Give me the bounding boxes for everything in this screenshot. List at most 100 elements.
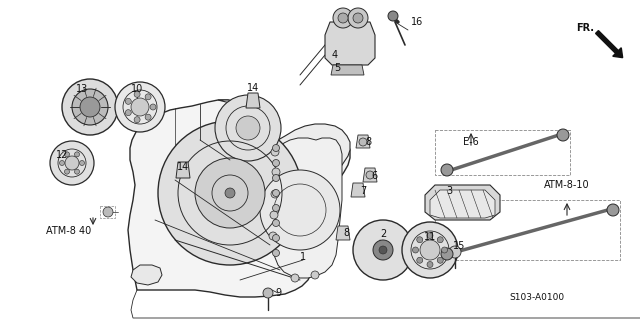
Polygon shape bbox=[131, 265, 162, 285]
Circle shape bbox=[131, 98, 149, 116]
Text: 6: 6 bbox=[371, 171, 377, 181]
Text: 16: 16 bbox=[411, 17, 423, 27]
Circle shape bbox=[441, 248, 453, 260]
Circle shape bbox=[273, 234, 280, 241]
Circle shape bbox=[373, 240, 393, 260]
Circle shape bbox=[74, 169, 79, 174]
Circle shape bbox=[271, 148, 279, 156]
Polygon shape bbox=[272, 138, 342, 278]
Text: 2: 2 bbox=[380, 229, 386, 239]
Circle shape bbox=[273, 174, 280, 182]
Polygon shape bbox=[325, 22, 375, 65]
Polygon shape bbox=[336, 226, 350, 240]
Circle shape bbox=[74, 152, 79, 157]
Circle shape bbox=[291, 274, 299, 282]
Circle shape bbox=[441, 164, 453, 176]
Circle shape bbox=[273, 204, 280, 211]
Circle shape bbox=[50, 141, 94, 185]
Circle shape bbox=[115, 82, 165, 132]
Circle shape bbox=[215, 95, 281, 161]
Circle shape bbox=[273, 249, 280, 256]
Circle shape bbox=[65, 156, 79, 170]
Polygon shape bbox=[176, 162, 190, 178]
Text: 1: 1 bbox=[300, 252, 306, 262]
Circle shape bbox=[449, 246, 461, 258]
Circle shape bbox=[273, 145, 280, 152]
Text: 4: 4 bbox=[332, 50, 338, 60]
Circle shape bbox=[413, 247, 419, 253]
Circle shape bbox=[557, 129, 569, 141]
Circle shape bbox=[273, 219, 280, 226]
Circle shape bbox=[263, 288, 273, 298]
Text: ATM-8-10: ATM-8-10 bbox=[544, 180, 590, 190]
Text: 8: 8 bbox=[343, 228, 349, 238]
Circle shape bbox=[366, 171, 374, 179]
Circle shape bbox=[348, 8, 368, 28]
Circle shape bbox=[333, 8, 353, 28]
Circle shape bbox=[125, 110, 131, 116]
Circle shape bbox=[272, 168, 280, 176]
Circle shape bbox=[427, 262, 433, 268]
Circle shape bbox=[65, 152, 70, 157]
Circle shape bbox=[417, 237, 423, 243]
Text: E-6: E-6 bbox=[463, 137, 479, 147]
Text: 15: 15 bbox=[453, 241, 465, 251]
Circle shape bbox=[273, 189, 280, 197]
Circle shape bbox=[72, 89, 108, 125]
Text: 3: 3 bbox=[446, 186, 452, 196]
Text: 7: 7 bbox=[360, 186, 366, 196]
Circle shape bbox=[420, 240, 440, 260]
FancyArrow shape bbox=[596, 31, 623, 58]
Circle shape bbox=[125, 98, 131, 104]
Circle shape bbox=[607, 204, 619, 216]
Text: 13: 13 bbox=[76, 84, 88, 94]
Polygon shape bbox=[128, 100, 350, 297]
Circle shape bbox=[150, 104, 156, 110]
Polygon shape bbox=[331, 65, 364, 75]
Circle shape bbox=[417, 257, 423, 263]
Polygon shape bbox=[363, 168, 377, 182]
Polygon shape bbox=[430, 190, 495, 218]
Circle shape bbox=[80, 97, 100, 117]
Text: 14: 14 bbox=[247, 83, 259, 93]
Circle shape bbox=[134, 117, 140, 123]
Circle shape bbox=[437, 257, 444, 263]
Text: FR.: FR. bbox=[576, 23, 594, 33]
Circle shape bbox=[427, 233, 433, 239]
Circle shape bbox=[269, 232, 277, 240]
Circle shape bbox=[353, 13, 363, 23]
Circle shape bbox=[145, 114, 151, 120]
Text: 12: 12 bbox=[56, 150, 68, 160]
Polygon shape bbox=[351, 183, 365, 197]
Circle shape bbox=[273, 160, 280, 167]
Circle shape bbox=[195, 158, 265, 228]
Circle shape bbox=[338, 13, 348, 23]
Text: S103-A0100: S103-A0100 bbox=[509, 293, 564, 302]
Circle shape bbox=[353, 220, 413, 280]
Circle shape bbox=[311, 271, 319, 279]
Circle shape bbox=[145, 94, 151, 100]
Circle shape bbox=[62, 79, 118, 135]
Polygon shape bbox=[356, 135, 370, 148]
Text: 14: 14 bbox=[177, 162, 189, 172]
Polygon shape bbox=[425, 185, 500, 220]
Text: 10: 10 bbox=[131, 84, 143, 94]
Circle shape bbox=[402, 222, 458, 278]
Circle shape bbox=[271, 190, 279, 198]
Polygon shape bbox=[246, 93, 260, 108]
Circle shape bbox=[79, 160, 84, 166]
Circle shape bbox=[388, 11, 398, 21]
Circle shape bbox=[270, 211, 278, 219]
Text: ATM-8 40: ATM-8 40 bbox=[46, 226, 92, 236]
Text: 11: 11 bbox=[424, 232, 436, 242]
Polygon shape bbox=[218, 100, 350, 180]
Circle shape bbox=[359, 138, 367, 146]
Circle shape bbox=[134, 91, 140, 97]
Circle shape bbox=[65, 169, 70, 174]
Circle shape bbox=[158, 121, 302, 265]
Circle shape bbox=[236, 116, 260, 140]
Text: 9: 9 bbox=[275, 288, 281, 298]
Circle shape bbox=[437, 237, 444, 243]
Text: 5: 5 bbox=[334, 63, 340, 73]
Circle shape bbox=[103, 207, 113, 217]
